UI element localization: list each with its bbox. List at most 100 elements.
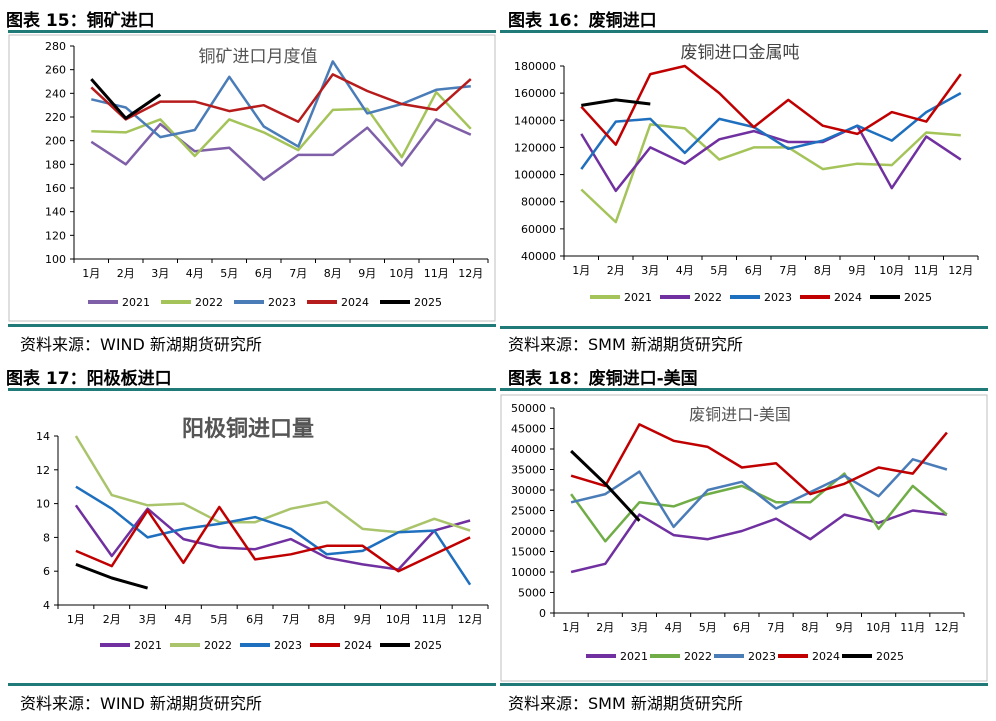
series-line-2024: [75, 505, 471, 573]
x-tick-label: 3月: [139, 613, 157, 626]
y-tick-label: 100000: [514, 169, 556, 182]
x-tick-label: 2月: [607, 264, 625, 277]
y-tick-label: 35000: [511, 464, 546, 477]
source-rule: [8, 324, 496, 327]
y-tick-label: 12: [36, 464, 50, 477]
series-line-2024: [90, 73, 472, 123]
y-tick-label: 15000: [511, 546, 546, 559]
y-tick-label: 14: [36, 430, 50, 443]
legend-label-2024: 2024: [834, 291, 862, 304]
x-tick-label: 7月: [282, 613, 300, 626]
y-tick-label: 30000: [511, 484, 546, 497]
source-note: 资料来源：WIND 新湖期货研究所: [20, 335, 262, 354]
y-tick-label: 80000: [521, 196, 556, 209]
x-tick-label: 1月: [572, 264, 590, 277]
x-tick-label: 12月: [948, 264, 973, 277]
x-tick-label: 9月: [358, 267, 376, 280]
legend-label-2023: 2023: [764, 291, 792, 304]
chart-scrap-copper-imports: 40000 60000 80000 100000 120000 140000 160000 1…: [514, 43, 979, 304]
source-rule: [500, 326, 988, 329]
panel-heading: 图表 15：铜矿进口: [6, 11, 155, 31]
legend-label-2021: 2021: [122, 296, 150, 309]
x-tick-label: 10月: [866, 621, 891, 634]
x-tick-label: 8月: [324, 267, 342, 280]
x-tick-label: 1月: [82, 267, 100, 280]
x-tick-label: 3月: [630, 621, 648, 634]
series-line-2025: [570, 449, 641, 522]
legend-label-2021: 2021: [624, 291, 652, 304]
x-tick-label: 3月: [151, 267, 169, 280]
x-tick-label: 10月: [389, 267, 414, 280]
legend-label-2023: 2023: [748, 650, 776, 663]
x-tick-label: 6月: [745, 264, 763, 277]
legend-label-2023: 2023: [268, 296, 296, 309]
source-note: 资料来源：SMM 新湖期货研究所: [508, 335, 743, 354]
x-tick-label: 7月: [289, 267, 307, 280]
x-tick-label: 7月: [767, 621, 785, 634]
x-tick-label: 5月: [220, 267, 238, 280]
y-tick-label: 260: [45, 64, 66, 77]
chart-scrap-copper-us-imports: 0 5000 10000 15000 20000 25000 30000 35000 40000…: [500, 394, 988, 682]
y-tick-label: 20000: [511, 525, 546, 538]
panel-heading: 图表 17：阳极板进口: [6, 369, 172, 389]
x-tick-label: 5月: [710, 264, 728, 277]
x-tick-label: 7月: [779, 264, 797, 277]
legend-label-2022: 2022: [694, 291, 722, 304]
legend-label-2024: 2024: [812, 650, 840, 663]
legend-label-2025: 2025: [904, 291, 932, 304]
chart-copper-ore-imports: 100 120 140 160 180 200 220 240 260 280 1月 2月 3月 4月 5月…: [8, 34, 496, 322]
y-tick-label: 25000: [511, 505, 546, 518]
legend-label-2024: 2024: [341, 296, 369, 309]
y-tick-label: 220: [45, 111, 66, 124]
y-tick-label: 160000: [514, 87, 556, 100]
source-rule: [8, 683, 496, 686]
y-tick-label: 10000: [511, 566, 546, 579]
x-tick-label: 12月: [934, 621, 959, 634]
y-tick-label: 240: [45, 87, 66, 100]
chart-title: 铜矿进口月度值: [199, 47, 318, 67]
series-line-2021: [570, 509, 948, 574]
series-line-2021: [580, 123, 961, 224]
x-tick-label: 2月: [103, 613, 121, 626]
legend-label-2022: 2022: [195, 296, 223, 309]
legend-label-2025: 2025: [414, 639, 442, 652]
y-tick-label: 100: [45, 253, 66, 266]
y-tick-label: 120: [45, 229, 66, 242]
chart-anode-copper-imports: 4 6 8 10 12 14 1月 2月 3月 4月 5月 6月 7月 8月 9月 10月 11月 12月 阳极铜进…: [36, 416, 489, 652]
y-tick-label: 200: [45, 135, 66, 148]
x-tick-label: 2月: [596, 621, 614, 634]
legend-label-2021: 2021: [134, 639, 162, 652]
x-tick-label: 6月: [255, 267, 273, 280]
series-line-2023: [91, 60, 471, 148]
x-tick-label: 6月: [733, 621, 751, 634]
y-tick-label: 5000: [518, 587, 546, 600]
y-tick-label: 180000: [514, 60, 556, 73]
x-tick-label: 5月: [210, 613, 228, 626]
y-tick-label: 0: [539, 607, 546, 620]
x-tick-label: 4月: [174, 613, 192, 626]
source-rule: [500, 683, 988, 686]
x-tick-label: 12月: [458, 267, 483, 280]
y-tick-label: 40000: [521, 250, 556, 263]
y-tick-label: 50000: [511, 402, 546, 415]
x-tick-label: 11月: [900, 621, 925, 634]
heading-rule: [500, 30, 988, 33]
x-tick-label: 10月: [386, 613, 411, 626]
y-tick-label: 280: [45, 40, 66, 53]
chart-title: 废铜进口金属吨: [681, 43, 800, 63]
x-tick-label: 10月: [879, 264, 904, 277]
y-tick-label: 45000: [511, 423, 546, 436]
x-tick-label: 8月: [318, 613, 336, 626]
legend-label-2023: 2023: [274, 639, 302, 652]
x-tick-label: 1月: [562, 621, 580, 634]
series-line-2025: [75, 562, 149, 590]
source-note: 资料来源：SMM 新湖期货研究所: [508, 694, 743, 713]
series-line-2022: [91, 90, 472, 159]
legend-label-2021: 2021: [620, 650, 648, 663]
y-tick-label: 180: [45, 158, 66, 171]
heading-rule: [8, 30, 496, 33]
series-line-2021: [74, 504, 471, 571]
y-tick-label: 140: [45, 206, 66, 219]
y-tick-label: 160: [45, 182, 66, 195]
legend-label-2025: 2025: [876, 650, 904, 663]
